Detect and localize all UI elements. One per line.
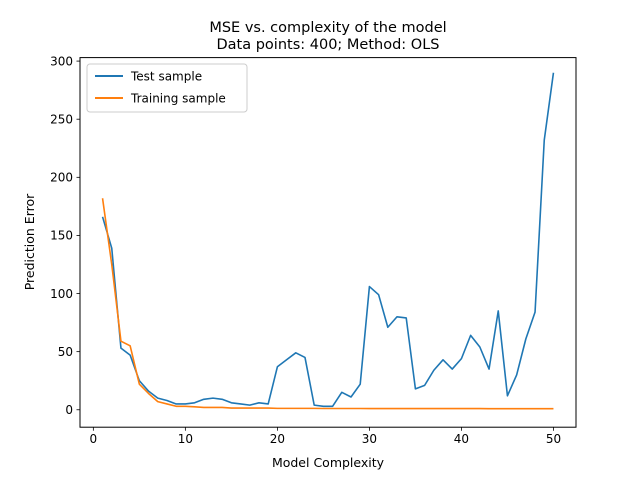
x-tick-label: 0 (90, 432, 98, 446)
chart-title-line-2: Data points: 400; Method: OLS (216, 37, 439, 53)
y-axis-ticks: 0 50 100 150 200 250 300 (50, 54, 80, 417)
y-tick-label: 50 (58, 345, 73, 359)
y-tick-label: 100 (50, 287, 73, 301)
chart-title-line-1: MSE vs. complexity of the model (209, 20, 446, 36)
series-line-test-sample (101, 72, 555, 408)
y-tick-label: 300 (50, 54, 73, 68)
x-tick-label: 40 (454, 432, 469, 446)
plot-area-frame (79, 57, 577, 428)
x-tick-label: 50 (546, 432, 561, 446)
x-tick-label: 30 (362, 432, 377, 446)
y-axis-label: Prediction Error (22, 193, 37, 290)
series-layer (101, 72, 555, 410)
legend-label-test-sample: Test sample (130, 70, 202, 84)
y-tick-label: 250 (50, 113, 73, 127)
y-tick-label: 150 (50, 229, 73, 243)
x-axis-ticks: 0 10 20 30 40 50 (90, 427, 561, 446)
series-line-training-sample (101, 198, 554, 410)
y-tick-label: 0 (65, 403, 73, 417)
legend: Test sample Training sample (86, 63, 248, 113)
x-tick-label: 10 (178, 432, 193, 446)
x-tick-label: 20 (270, 432, 285, 446)
x-axis-label: Model Complexity (272, 455, 385, 470)
chart-title: MSE vs. complexity of the model Data poi… (209, 20, 446, 53)
legend-label-training-sample: Training sample (130, 92, 226, 106)
legend-box (86, 63, 248, 113)
y-tick-label: 200 (50, 171, 73, 185)
